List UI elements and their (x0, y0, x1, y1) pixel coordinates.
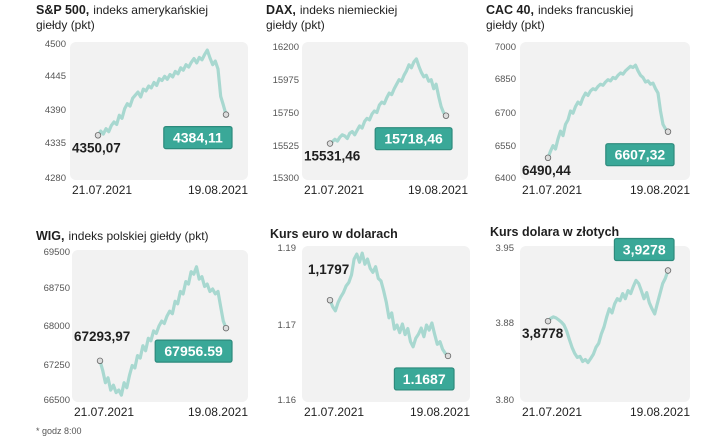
chart-1-xtick-start: 21.07.2021 (72, 183, 132, 197)
chart-5-ytick: 1.16 (278, 395, 297, 406)
chart-3-subtitle: indeks francuskiej (538, 3, 633, 17)
chart-2-ytick: 15750 (273, 108, 299, 119)
footnote: * godz 8:00 (36, 426, 82, 436)
chart-2-ytick: 16200 (273, 42, 299, 53)
chart-5-start-label: 1,1797 (308, 262, 349, 277)
chart-4-series-line (98, 265, 228, 397)
chart-1-start-point (94, 132, 102, 139)
chart-1-ytick: 4280 (45, 173, 66, 184)
chart-3-end-point (664, 128, 672, 135)
chart-1-ytick: 4335 (45, 138, 66, 149)
chart-4-xtick-start: 21.07.2021 (74, 405, 134, 419)
chart-2-series-line (328, 57, 448, 146)
chart-2-start-point (326, 140, 334, 147)
chart-4-start-label: 67293,97 (74, 329, 130, 344)
chart-4-title: WIG, (36, 229, 64, 243)
chart-1-end-label: 4384,11 (173, 130, 223, 146)
chart-2-ytick: 15300 (273, 173, 299, 184)
chart-4-end-point (222, 324, 230, 332)
chart-1-xtick-end: 19.08.2021 (188, 183, 248, 197)
chart-6-end-label-box (613, 237, 675, 262)
chart-2-end-label: 15718,46 (384, 131, 443, 147)
chart-5-end-label: 1.1687 (403, 371, 446, 387)
chart-3-start-label: 6490,44 (522, 163, 571, 178)
chart-1-end-point (222, 111, 230, 118)
chart-2-end-point (442, 112, 450, 119)
chart-3-ytick: 6400 (495, 173, 516, 184)
chart-1-ytick: 4500 (45, 39, 66, 50)
chart-5-start-point (326, 296, 334, 304)
chart-5-ytick: 1.17 (278, 320, 297, 331)
chart-2-start-label: 15531,46 (304, 149, 361, 164)
chart-4-ytick: 66500 (44, 395, 70, 406)
chart-5-title: Kurs euro w dolarach (270, 227, 398, 241)
chart-6-series-line (546, 268, 670, 365)
chart-2-ytick: 15525 (273, 141, 299, 152)
chart-3-end-label: 6607,32 (615, 147, 666, 163)
chart-5-series-line (328, 251, 450, 358)
chart-4-ytick: 68000 (44, 321, 70, 332)
chart-3-subtitle-cont: giełdy (pkt) (486, 18, 545, 32)
chart-5-xtick-start: 21.07.2021 (304, 405, 364, 419)
chart-3-title: CAC 40, (486, 3, 534, 17)
chart-4-subtitle: indeks polskiej giełdy (pkt) (68, 229, 208, 243)
chart-1-plot-area (70, 42, 248, 180)
chart-1-ytick: 4390 (45, 105, 66, 116)
chart-3-xtick-start: 21.07.2021 (522, 183, 582, 197)
chart-1-end-label-box (163, 125, 233, 150)
chart-3-ytick: 6550 (495, 141, 516, 152)
chart-1-title: S&P 500, (36, 3, 89, 17)
chart-6-ytick: 3.88 (496, 318, 515, 329)
chart-3-ytick: 6700 (495, 108, 516, 119)
chart-4-ytick: 67250 (44, 360, 70, 371)
chart-1-ytick: 4445 (45, 71, 66, 82)
chart-1-subtitle: indeks amerykańskiej (93, 3, 208, 17)
chart-2-subtitle: indeks niemieckiej (300, 3, 397, 17)
chart-5-plot-area (302, 246, 470, 402)
chart-6-xtick-end: 19.08.2021 (630, 405, 690, 419)
chart-4-ytick: 68750 (44, 283, 70, 294)
chart-3-start-point (544, 154, 552, 162)
chart-6-ytick: 3.95 (496, 243, 515, 254)
chart-6-title: Kurs dolara w złotych (490, 225, 619, 239)
chart-2-xtick-end: 19.08.2021 (408, 183, 468, 197)
chart-6-end-point (664, 267, 672, 274)
chart-6-end-label: 3,9278 (623, 241, 666, 257)
chart-3-xtick-end: 19.08.2021 (630, 183, 690, 197)
chart-5-end-point (444, 352, 452, 360)
chart-5-xtick-end: 19.08.2021 (410, 405, 470, 419)
chart-4-start-point (96, 357, 104, 365)
chart-6-start-label: 3,8778 (522, 326, 564, 341)
chart-3-ytick: 6850 (495, 74, 516, 85)
chart-6-start-point (544, 317, 552, 325)
chart-4-ytick: 69500 (44, 247, 70, 258)
chart-6-ytick: 3.80 (496, 395, 515, 406)
chart-5-end-label-box (393, 367, 455, 391)
chart-1-subtitle-cont: giełdy (pkt) (36, 18, 95, 32)
chart-4-end-label: 67956.59 (164, 343, 223, 359)
chart-3-end-label-box (605, 143, 675, 167)
chart-2-xtick-start: 21.07.2021 (304, 183, 364, 197)
chart-5-ytick: 1.19 (278, 243, 297, 254)
chart-2-title: DAX, (266, 3, 296, 17)
chart-4-end-label-box (154, 339, 233, 363)
chart-1-series-line (96, 48, 228, 137)
chart-2-subtitle-cont: giełdy (pkt) (266, 18, 325, 32)
chart-3-ytick: 7000 (495, 42, 516, 53)
chart-1-start-label: 4350,07 (72, 140, 121, 155)
chart-3-series-line (546, 63, 670, 160)
chart-4-xtick-end: 19.08.2021 (188, 405, 248, 419)
chart-2-end-label-box (374, 127, 453, 151)
chart-2-ytick: 15975 (273, 75, 299, 86)
chart-6-xtick-start: 21.07.2021 (522, 405, 582, 419)
